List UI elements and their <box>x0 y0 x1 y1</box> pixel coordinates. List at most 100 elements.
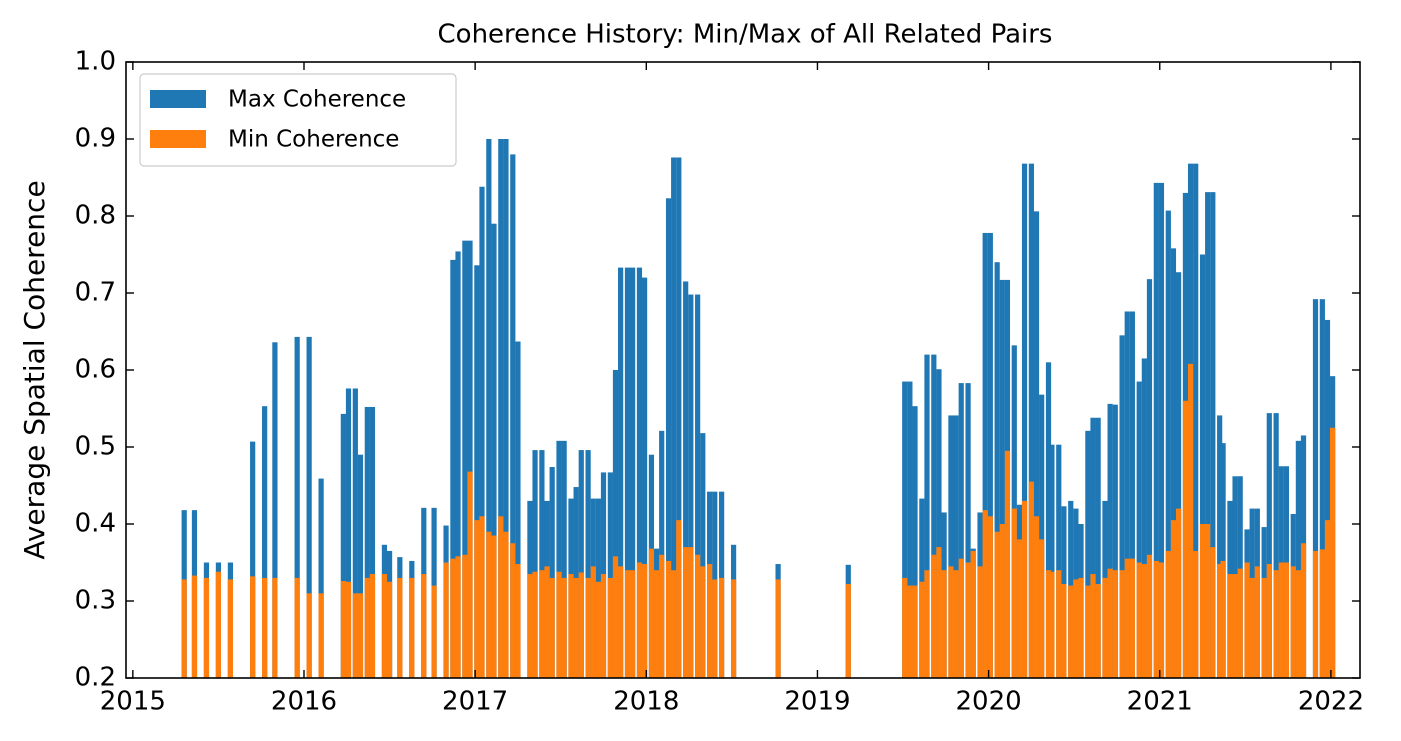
bar <box>1165 210 1171 679</box>
bar <box>695 554 701 678</box>
bar <box>1112 570 1118 678</box>
bar <box>607 577 613 678</box>
bar <box>294 577 300 678</box>
bar <box>1330 427 1336 678</box>
bar <box>306 336 312 678</box>
bar <box>357 454 364 678</box>
bar <box>1205 192 1211 678</box>
bar <box>618 566 624 678</box>
bar <box>1319 549 1325 678</box>
bar <box>1199 524 1206 678</box>
bar <box>1158 562 1165 678</box>
bar <box>1199 254 1206 678</box>
bar <box>931 354 937 678</box>
bar <box>1210 192 1216 678</box>
bar <box>532 450 538 678</box>
bar <box>573 577 579 678</box>
bar <box>987 516 993 678</box>
bar <box>719 577 725 678</box>
bar <box>624 267 631 678</box>
bar <box>1300 543 1307 678</box>
bar <box>1124 311 1130 678</box>
bar <box>556 571 562 678</box>
bar <box>1295 440 1301 678</box>
bar <box>486 139 492 678</box>
bar <box>907 585 913 678</box>
bar <box>345 581 352 678</box>
bar <box>1153 182 1159 678</box>
legend-swatch <box>150 130 206 148</box>
bar <box>345 388 352 678</box>
bar <box>653 570 660 678</box>
bar <box>1045 362 1052 678</box>
x-tick-label: 2022 <box>1298 687 1364 717</box>
x-tick-label: 2016 <box>271 687 337 717</box>
bar <box>618 267 624 678</box>
bar <box>1129 558 1135 678</box>
bar <box>683 547 689 678</box>
bar <box>498 139 504 678</box>
bar <box>924 570 930 678</box>
bar <box>578 572 584 678</box>
y-tick-label: 0.8 <box>75 201 116 231</box>
bar <box>364 577 370 678</box>
bar <box>1324 319 1331 678</box>
bar <box>902 381 908 678</box>
bar <box>648 548 655 678</box>
bar <box>982 510 988 678</box>
bar <box>539 450 545 678</box>
bar <box>775 579 781 678</box>
bar <box>970 550 976 678</box>
bar <box>1319 299 1325 678</box>
bar <box>1016 539 1023 678</box>
bar <box>1295 570 1301 678</box>
bar <box>1011 508 1017 678</box>
bar <box>707 564 713 678</box>
bar <box>474 520 480 678</box>
bar <box>262 406 268 678</box>
bar <box>1249 577 1255 678</box>
bar <box>999 524 1005 678</box>
bar <box>585 577 591 678</box>
bar <box>659 430 665 678</box>
bar <box>1095 417 1101 678</box>
bar <box>1073 579 1079 678</box>
bar <box>641 277 648 678</box>
bar <box>318 593 324 678</box>
bar <box>1085 430 1091 678</box>
bar <box>431 585 437 678</box>
bar <box>1039 539 1045 678</box>
y-tick-label: 0.6 <box>75 355 116 385</box>
bar <box>191 575 198 678</box>
legend-box <box>139 73 457 167</box>
bar <box>1220 560 1226 678</box>
bar <box>994 262 1000 678</box>
bar <box>665 198 672 679</box>
bar <box>1244 562 1250 678</box>
bar <box>659 554 665 678</box>
bar <box>641 564 648 678</box>
legend-label: Max Coherence <box>228 87 406 113</box>
bar <box>369 406 376 678</box>
bar <box>467 240 473 678</box>
bar <box>683 281 689 678</box>
bar <box>467 471 473 678</box>
bar <box>1129 311 1135 678</box>
bar <box>1028 163 1034 678</box>
bar <box>1119 570 1125 678</box>
bar <box>931 554 937 678</box>
bar <box>443 562 449 678</box>
y-tick-label: 0.9 <box>75 124 116 154</box>
bar <box>958 383 964 678</box>
bar <box>1095 584 1101 678</box>
bar-series <box>181 363 1336 678</box>
chart-title: Coherence History: Min/Max of All Relate… <box>438 20 1053 50</box>
bar <box>982 232 988 678</box>
bar <box>510 154 516 678</box>
bar <box>636 562 643 678</box>
bar <box>676 520 682 678</box>
bar <box>912 406 918 678</box>
bar <box>1033 516 1040 678</box>
x-tick-label: 2018 <box>613 687 679 717</box>
